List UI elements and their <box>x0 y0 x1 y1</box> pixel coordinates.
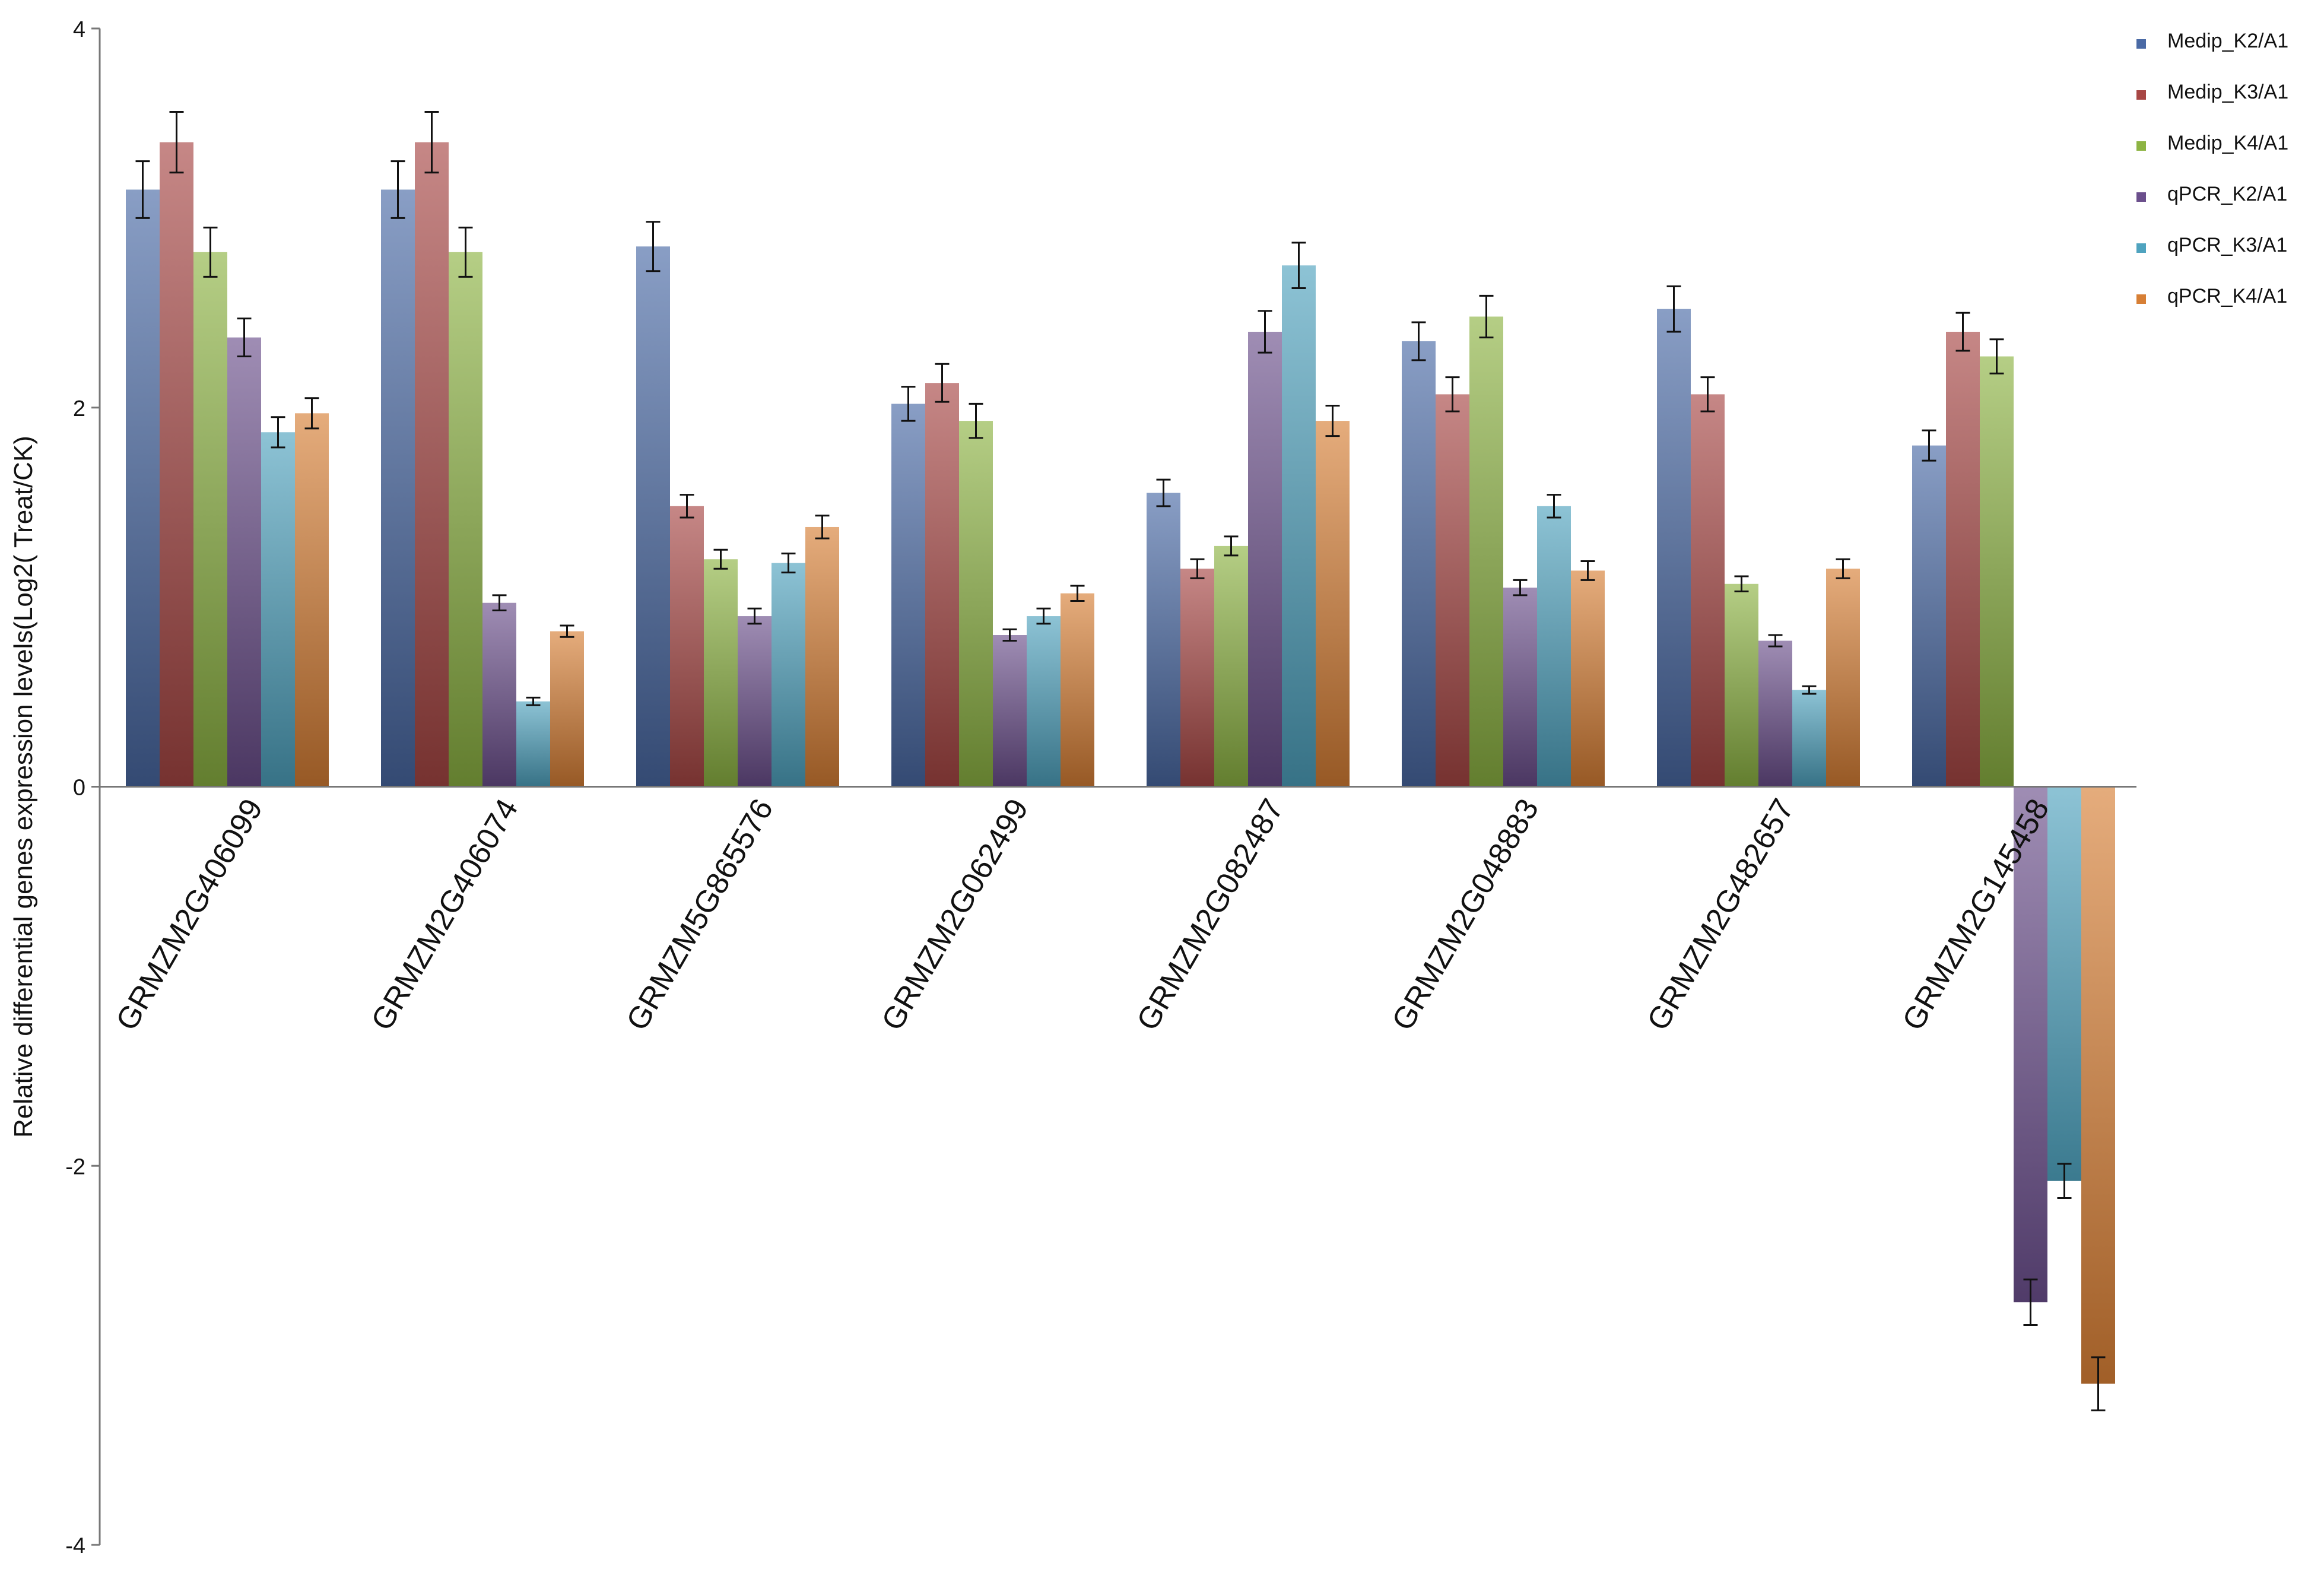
category-label: GRMZM2G406099 <box>110 794 270 1036</box>
y-tick-label: -2 <box>65 1154 85 1179</box>
bar-medip-k3-a1-4 <box>1180 569 1214 787</box>
bar-qpcr-k3-a1-3 <box>1027 616 1061 787</box>
category-labels-layer: GRMZM2G406099 GRMZM2G406074 GRMZM5G865576 G… <box>110 794 2056 1036</box>
y-ticks-layer: 4 2 0 -2 -4 <box>65 17 100 1559</box>
bar-qpcr-k3-a1-1 <box>516 701 550 787</box>
legend-swatch <box>2136 90 2146 100</box>
category-label: GRMZM2G082487 <box>1131 794 1291 1036</box>
bar-medip-k2-a1-5 <box>1402 341 1436 787</box>
bar-qpcr-k3-a1-5 <box>1537 506 1571 787</box>
bar-medip-k3-a1-6 <box>1691 394 1725 787</box>
y-tick-label: -4 <box>65 1534 85 1559</box>
bar-medip-k2-a1-6 <box>1657 309 1691 787</box>
bar-medip-k4-a1-2 <box>704 559 738 787</box>
bar-qpcr-k2-a1-4 <box>1248 332 1282 787</box>
bar-qpcr-k2-a1-2 <box>738 616 772 787</box>
category-label: GRMZM2G406074 <box>365 794 525 1036</box>
category-label: GRMZM5G865576 <box>620 794 780 1036</box>
bar-qpcr-k2-a1-5 <box>1503 588 1537 787</box>
bar-medip-k2-a1-7 <box>1912 445 1946 787</box>
bar-qpcr-k2-a1-1 <box>482 602 516 787</box>
bar-medip-k4-a1-3 <box>959 421 993 787</box>
bar-medip-k4-a1-1 <box>449 252 482 787</box>
bar-medip-k3-a1-1 <box>415 142 449 787</box>
bar-medip-k2-a1-1 <box>381 189 415 787</box>
bar-medip-k4-a1-6 <box>1725 583 1758 787</box>
bar-medip-k4-a1-7 <box>1980 356 2014 787</box>
bar-qpcr-k2-a1-7 <box>2014 786 2047 1303</box>
bar-medip-k3-a1-3 <box>925 383 959 787</box>
y-axis-label: Relative differential genes expression l… <box>9 436 38 1138</box>
y-tick-label: 2 <box>73 396 85 421</box>
y-tick-label: 4 <box>73 17 85 42</box>
bar-medip-k3-a1-2 <box>670 506 704 787</box>
legend-label: qPCR_K3/A1 <box>2167 234 2287 256</box>
bar-medip-k4-a1-5 <box>1469 316 1503 787</box>
legend-swatch <box>2136 39 2146 49</box>
bar-qpcr-k2-a1-6 <box>1758 640 1792 787</box>
legend-label: qPCR_K2/A1 <box>2167 183 2287 205</box>
bar-qpcr-k4-a1-2 <box>805 526 839 787</box>
legend: Medip_K2/A1 Medip_K3/A1 Medip_K4/A1 qPCR_K2… <box>2136 30 2288 307</box>
legend-swatch <box>2136 243 2146 253</box>
bar-qpcr-k3-a1-6 <box>1792 690 1826 787</box>
bar-medip-k3-a1-7 <box>1946 332 1980 787</box>
bar-qpcr-k4-a1-6 <box>1826 569 1860 787</box>
bar-qpcr-k2-a1-3 <box>993 635 1027 787</box>
bar-qpcr-k4-a1-0 <box>295 413 329 787</box>
bar-qpcr-k2-a1-0 <box>227 337 261 787</box>
category-label: GRMZM2G048883 <box>1386 794 1546 1036</box>
legend-label: Medip_K3/A1 <box>2167 81 2288 103</box>
bar-medip-k3-a1-0 <box>160 142 193 787</box>
bar-medip-k2-a1-4 <box>1147 493 1180 787</box>
bar-medip-k4-a1-0 <box>193 252 227 787</box>
y-tick-label: 0 <box>73 776 85 801</box>
legend-swatch <box>2136 294 2146 304</box>
bar-qpcr-k4-a1-5 <box>1571 570 1605 787</box>
error-bars-layer <box>135 111 2106 1411</box>
bar-medip-k3-a1-5 <box>1436 394 1469 787</box>
legend-label: Medip_K4/A1 <box>2167 132 2288 154</box>
bar-qpcr-k3-a1-4 <box>1282 265 1316 787</box>
bars-layer <box>126 142 2115 1384</box>
bar-qpcr-k4-a1-4 <box>1316 421 1350 787</box>
bar-medip-k2-a1-3 <box>891 404 925 787</box>
bar-medip-k4-a1-4 <box>1214 545 1248 787</box>
bar-qpcr-k4-a1-1 <box>550 631 584 787</box>
legend-label: Medip_K2/A1 <box>2167 30 2288 52</box>
category-label: GRMZM2G062499 <box>875 794 1036 1036</box>
bar-qpcr-k3-a1-2 <box>772 563 805 787</box>
bar-qpcr-k4-a1-3 <box>1061 593 1094 787</box>
legend-swatch <box>2136 141 2146 151</box>
legend-label: qPCR_K4/A1 <box>2167 285 2287 307</box>
bar-medip-k2-a1-2 <box>636 246 670 787</box>
bar-qpcr-k3-a1-7 <box>2047 786 2081 1181</box>
bar-qpcr-k3-a1-0 <box>261 432 295 787</box>
legend-swatch <box>2136 192 2146 202</box>
bar-qpcr-k4-a1-7 <box>2081 786 2115 1384</box>
bar-medip-k2-a1-0 <box>126 189 160 787</box>
category-label: GRMZM2G482657 <box>1641 794 1801 1036</box>
